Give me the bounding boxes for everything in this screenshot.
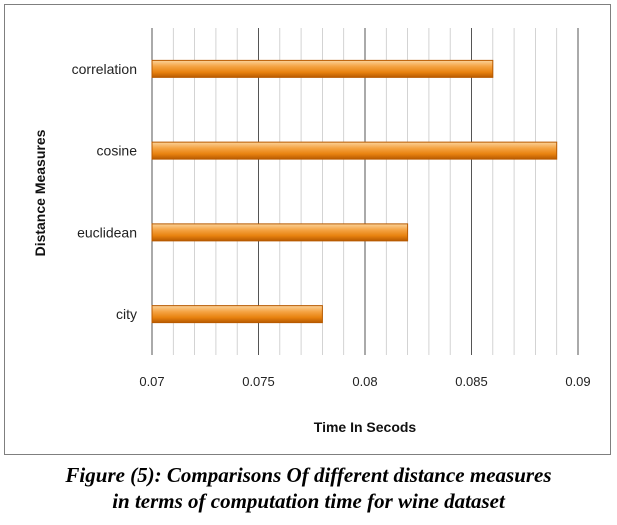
category-label-correlation: correlation: [72, 61, 137, 77]
figure-caption: Figure (5): Comparisons Of different dis…: [0, 462, 617, 514]
x-tick-label: 0.09: [565, 374, 590, 389]
bar-chart: 0.07 0.075 0.08 0.085 0.09 correlation cosine e…: [32, 28, 591, 435]
x-tick-label: 0.075: [242, 374, 275, 389]
y-axis-title: Distance Measures: [32, 129, 48, 256]
bar-city: [151, 305, 323, 324]
bar-cosine: [151, 141, 558, 160]
bar-euclidean: [151, 223, 409, 242]
x-tick-label: 0.08: [352, 374, 377, 389]
category-label-city: city: [116, 306, 137, 322]
bar-correlation: [151, 59, 494, 78]
x-tick-label: 0.07: [139, 374, 164, 389]
category-label-euclidean: euclidean: [77, 224, 137, 240]
grid-lines: [151, 28, 579, 355]
x-tick-label: 0.085: [455, 374, 488, 389]
bars: [151, 59, 558, 324]
labels: 0.07 0.075 0.08 0.085 0.09 correlation cosine e…: [72, 61, 591, 389]
x-axis-title: Time In Secods: [314, 419, 417, 435]
caption-line-1: Figure (5): Comparisons Of different dis…: [65, 463, 552, 487]
caption-line-2: in terms of computation time for wine da…: [112, 489, 505, 513]
category-label-cosine: cosine: [97, 143, 138, 159]
